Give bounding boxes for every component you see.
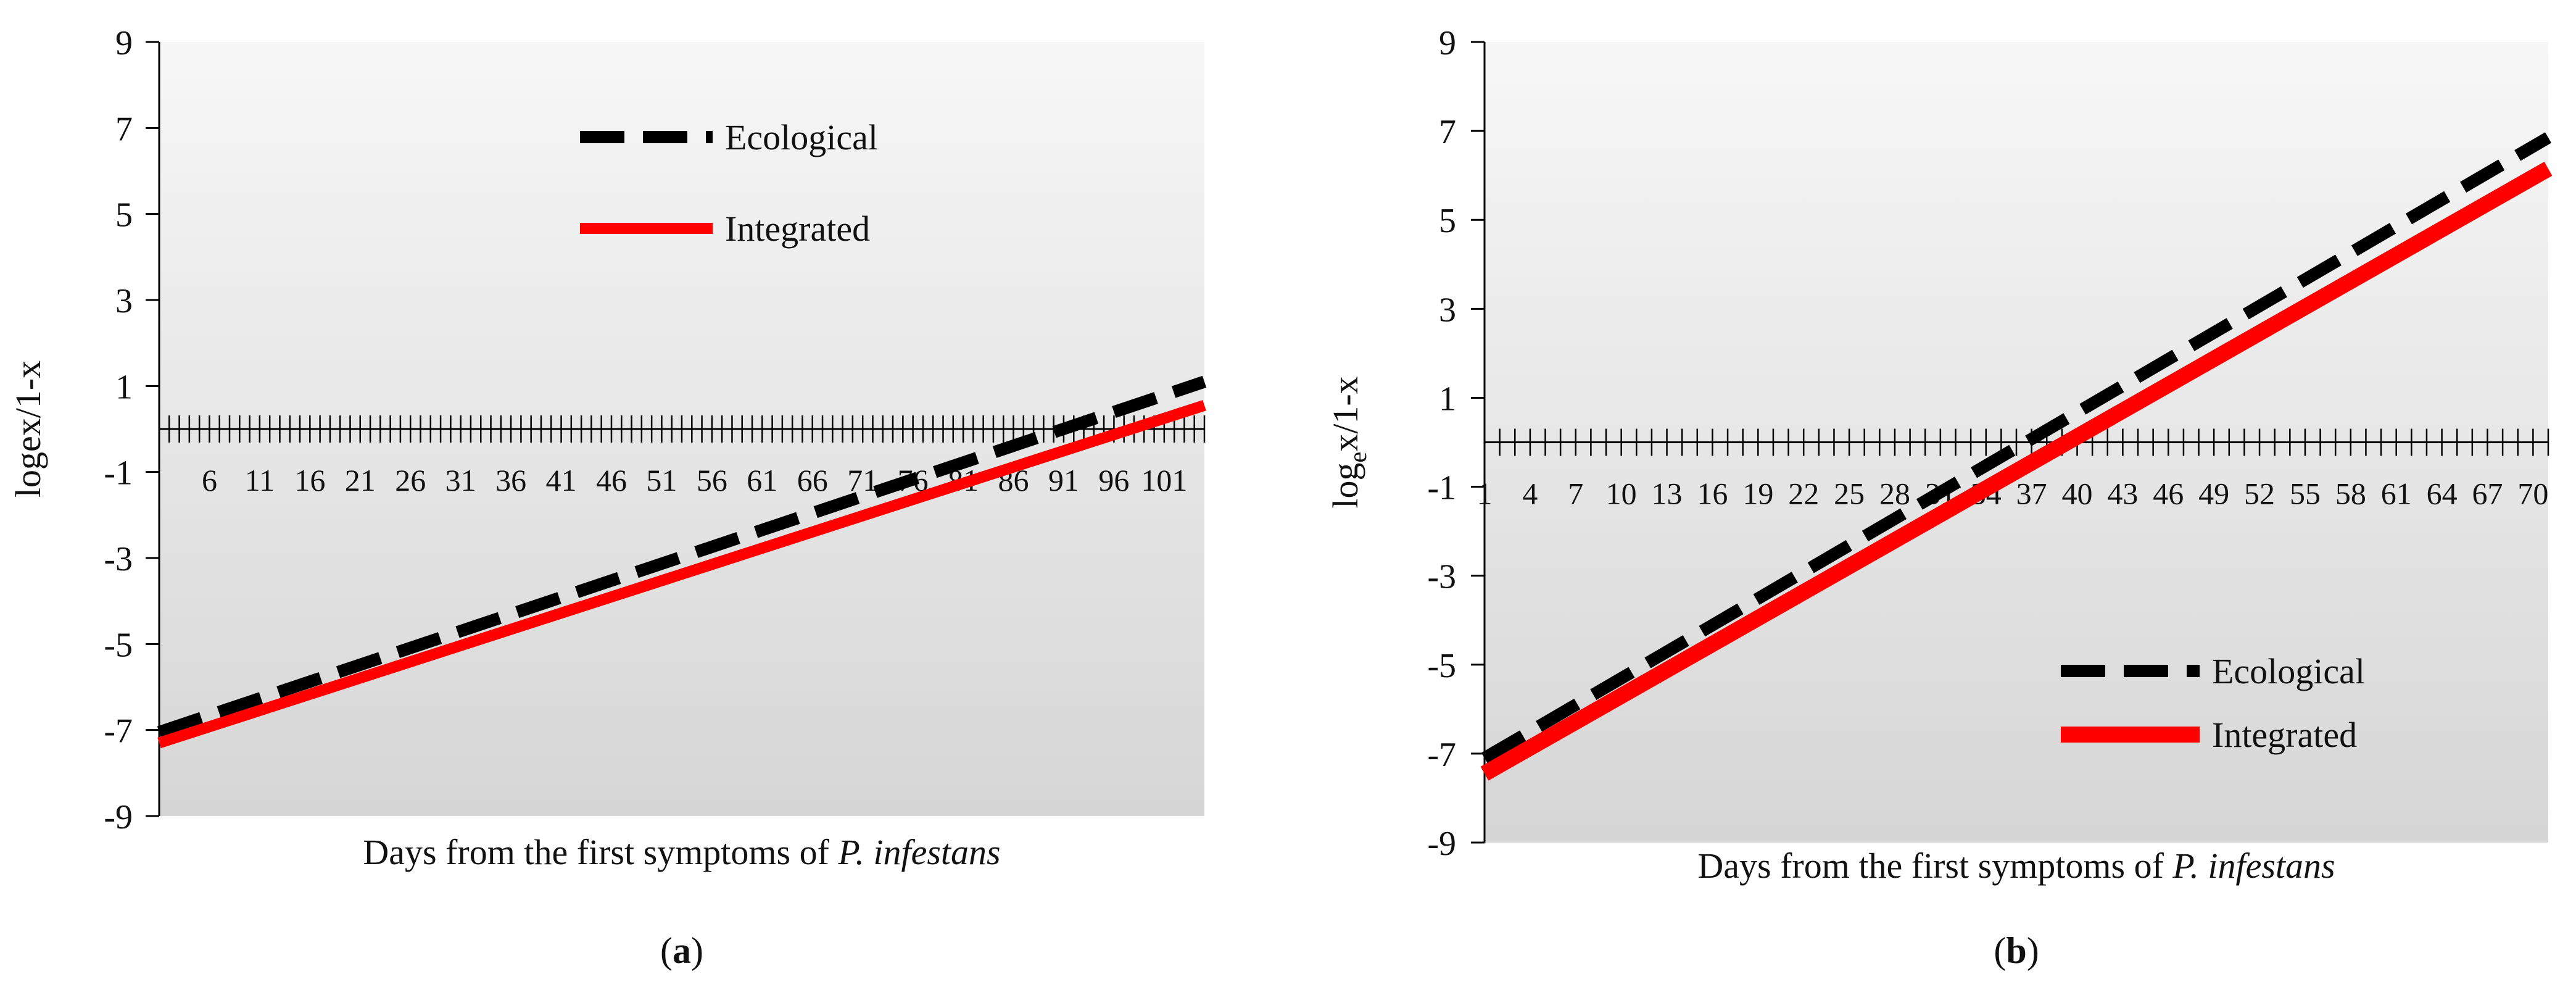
x-tick-label: 41 xyxy=(546,463,577,498)
y-tick-label: 1 xyxy=(1439,380,1456,418)
x-tick-label: 49 xyxy=(2198,477,2229,511)
x-tick-label: 61 xyxy=(2381,477,2412,511)
x-axis-title-species: P. infestans xyxy=(2172,846,2335,886)
y-tick-label: 3 xyxy=(1439,291,1456,329)
y-tick-label: -5 xyxy=(104,626,133,664)
x-tick-label: 101 xyxy=(1141,463,1187,498)
legend-label: Ecological xyxy=(2212,651,2365,691)
x-tick-label: 61 xyxy=(747,463,777,498)
x-tick-label: 71 xyxy=(847,463,878,498)
x-tick-label: 22 xyxy=(1788,477,1819,511)
x-tick-label: 91 xyxy=(1048,463,1079,498)
y-axis-title-subscript: e xyxy=(1344,452,1372,463)
x-axis-title-species: P. infestans xyxy=(837,832,1000,872)
x-tick-label: 46 xyxy=(2153,477,2184,511)
x-tick-label: 28 xyxy=(1879,477,1910,511)
x-tick-label: 40 xyxy=(2062,477,2093,511)
x-tick-label: 4 xyxy=(1522,477,1538,511)
y-tick-label: -3 xyxy=(104,540,133,578)
x-tick-label: 10 xyxy=(1606,477,1637,511)
series-line-integrated xyxy=(1480,162,2553,781)
y-tick-label: -1 xyxy=(104,454,133,493)
legend-label: Integrated xyxy=(725,209,870,249)
y-tick-label: 7 xyxy=(1439,113,1456,151)
y-tick-label: -1 xyxy=(1427,469,1456,507)
panel-label-open: ( xyxy=(660,930,673,971)
panel-label-letter: b xyxy=(2006,930,2026,971)
panel-label-open: ( xyxy=(1994,930,2006,971)
x-tick-label: 36 xyxy=(495,463,526,498)
y-tick-label: -9 xyxy=(1427,825,1456,863)
x-tick-label: 46 xyxy=(596,463,627,498)
y-tick-label: -9 xyxy=(104,798,133,836)
y-axis-title-main: log xyxy=(1325,463,1365,509)
x-tick-label: 19 xyxy=(1742,477,1773,511)
x-axis-title-main: Days from the first symptoms of xyxy=(1697,846,2172,886)
y-tick-label: 9 xyxy=(1439,24,1456,62)
legend-label: Ecological xyxy=(725,117,878,157)
y-tick-label: -7 xyxy=(104,712,133,751)
x-tick-label: 51 xyxy=(646,463,677,498)
y-tick-label: 1 xyxy=(115,368,133,406)
y-axis-title-tail: x/1-x xyxy=(1325,376,1365,451)
panel-label: (b) xyxy=(1994,930,2039,971)
y-tick-label: 9 xyxy=(115,24,133,62)
x-tick-label: 1 xyxy=(1477,477,1493,511)
panel-label-close: ) xyxy=(691,930,703,971)
x-tick-label: 7 xyxy=(1568,477,1583,511)
x-tick-label: 67 xyxy=(2472,477,2503,511)
panel-label: (a) xyxy=(660,930,703,971)
y-axis-title-main: logex/1-x xyxy=(8,360,48,498)
series-line-ecological xyxy=(1481,132,2552,764)
y-tick-label: -7 xyxy=(1427,736,1456,774)
y-tick-label: 3 xyxy=(115,282,133,320)
x-tick-label: 25 xyxy=(1834,477,1865,511)
x-tick-label: 26 xyxy=(395,463,426,498)
y-axis-title: logex/1-x xyxy=(1325,376,1372,508)
x-axis-title: Days from the first symptoms of P. infes… xyxy=(363,832,1000,872)
x-tick-label: 16 xyxy=(1697,477,1728,511)
x-tick-label: 31 xyxy=(445,463,476,498)
x-tick-label: 52 xyxy=(2244,477,2275,511)
x-tick-label: 16 xyxy=(294,463,325,498)
x-tick-label: 64 xyxy=(2427,477,2458,511)
y-tick-label: 5 xyxy=(1439,202,1456,240)
x-axis-title-main: Days from the first symptoms of xyxy=(363,832,838,872)
x-tick-label: 66 xyxy=(797,463,828,498)
x-tick-label: 58 xyxy=(2335,477,2366,511)
x-axis-title: Days from the first symptoms of P. infes… xyxy=(1697,846,2335,886)
y-tick-label: -3 xyxy=(1427,558,1456,596)
x-tick-label: 70 xyxy=(2517,477,2548,511)
y-tick-label: 7 xyxy=(115,110,133,148)
x-tick-label: 11 xyxy=(245,463,275,498)
x-tick-label: 43 xyxy=(2107,477,2138,511)
y-tick-label: -5 xyxy=(1427,647,1456,685)
x-tick-label: 13 xyxy=(1652,477,1683,511)
series-line-ecological xyxy=(157,375,1207,738)
x-tick-label: 55 xyxy=(2290,477,2321,511)
x-tick-label: 37 xyxy=(2016,477,2047,511)
x-tick-label: 56 xyxy=(697,463,727,498)
y-axis-title: logex/1-x xyxy=(8,360,48,498)
panel-label-letter: a xyxy=(673,930,691,971)
series-line-integrated xyxy=(157,400,1206,749)
y-tick-label: 5 xyxy=(115,196,133,235)
x-tick-label: 21 xyxy=(345,463,376,498)
x-tick-label: 6 xyxy=(202,463,217,498)
panel-label-close: ) xyxy=(2027,930,2039,971)
legend-label: Integrated xyxy=(2212,715,2357,755)
x-tick-label: 96 xyxy=(1098,463,1129,498)
